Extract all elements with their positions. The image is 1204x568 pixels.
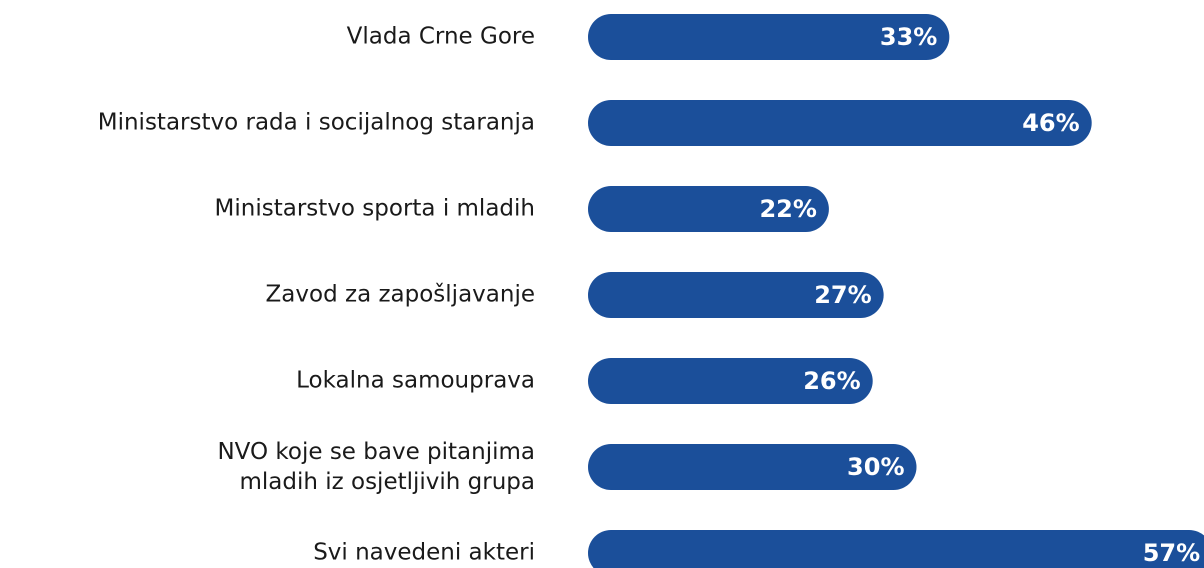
category-label: Svi navedeni akteri bbox=[313, 540, 535, 566]
value-label: 46% bbox=[1022, 109, 1079, 137]
value-label: 22% bbox=[759, 195, 816, 223]
bar bbox=[588, 444, 917, 490]
bar bbox=[588, 358, 873, 404]
value-label: 57% bbox=[1143, 539, 1200, 567]
bar bbox=[588, 100, 1092, 146]
category-label: Vlada Crne Gore bbox=[347, 24, 535, 50]
category-label: Ministarstvo sporta i mladih bbox=[215, 196, 535, 222]
category-label: NVO koje se bave pitanjima mladih iz osje… bbox=[217, 439, 535, 495]
category-label: Lokalna samouprava bbox=[296, 368, 535, 394]
category-label: Ministarstvo rada i socijalnog staranja bbox=[98, 110, 535, 136]
value-label: 33% bbox=[880, 23, 937, 51]
category-label: Zavod za zapošljavanje bbox=[266, 282, 535, 308]
value-label: 30% bbox=[847, 453, 904, 481]
value-label: 26% bbox=[803, 367, 860, 395]
value-label: 27% bbox=[814, 281, 871, 309]
bar bbox=[588, 14, 950, 60]
bar bbox=[588, 186, 829, 232]
bar bbox=[588, 530, 1204, 568]
bar bbox=[588, 272, 884, 318]
